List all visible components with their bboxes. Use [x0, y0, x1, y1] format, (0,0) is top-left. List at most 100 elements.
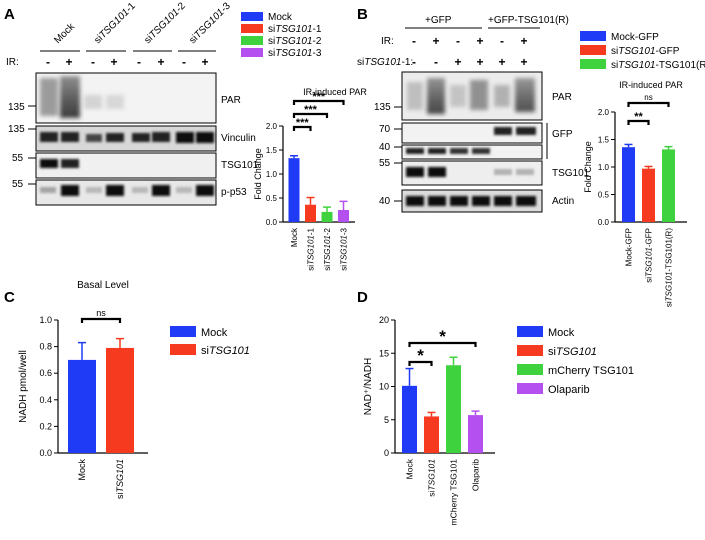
panel-c-letter: C — [4, 289, 15, 306]
y-tick-label-3: 1.5 — [266, 146, 278, 155]
category-label-1: siTSG101-GFP — [645, 228, 654, 283]
legend-label-2: siTSG101-TSG101(R) — [611, 60, 705, 71]
label-b-actin: Actin — [552, 196, 574, 207]
y-tick-label-2: 10 — [379, 382, 389, 392]
sig-bracket-0 — [627, 119, 650, 125]
legend-swatch-1 — [517, 345, 543, 356]
category-label-0: Mock-GFP — [625, 228, 634, 266]
panel-c-legend: Mock siTSG101 — [170, 326, 250, 357]
sign-1: + — [432, 34, 439, 48]
panel-b-group-gfp: +GFP — [425, 15, 452, 26]
panel-a-lane-headers: Mock siTSG101-1 siTSG101-2 siTSG101-3 — [40, 0, 233, 52]
bar-1 — [106, 347, 134, 453]
label-b-gfp: GFP — [552, 129, 573, 140]
sig-bracket-0 — [292, 125, 312, 131]
sign-4: - — [137, 55, 141, 69]
sig-label-0: ns — [96, 308, 106, 318]
legend-label-0: Mock — [268, 12, 293, 23]
panel-b-si-signs: - - + + + + — [412, 55, 528, 69]
y-tick-label-1: 0.5 — [266, 194, 278, 203]
sign-3: + — [110, 55, 117, 69]
mw-a-vinculin: 135 — [8, 124, 25, 135]
label-b-tsg101: TSG101 — [552, 168, 590, 179]
category-label-0: Mock — [405, 458, 415, 479]
y-tick-label-0: 0 — [384, 448, 389, 458]
y-axis-label: Fold Change — [253, 148, 263, 200]
legend-label-1: siTSG101 — [201, 345, 250, 357]
mw-a-tsg101: 55 — [12, 153, 24, 164]
sign-1: + — [65, 55, 72, 69]
legend-label-1: siTSG101-GFP — [611, 46, 680, 57]
sign-1: - — [434, 55, 438, 69]
y-tick-label-2: 1.0 — [266, 170, 278, 179]
y-tick-label-4: 2.0 — [266, 122, 278, 131]
sign-5: + — [520, 55, 527, 69]
lane-header-si2: siTSG101-2 — [142, 0, 188, 46]
category-label-2: siTSG101-2 — [323, 227, 332, 270]
category-label-0: Mock — [290, 227, 299, 247]
bar-3 — [468, 415, 483, 453]
sign-3: + — [476, 55, 483, 69]
sig-label-1: * — [439, 327, 446, 346]
category-label-2: mCherry TSG101 — [449, 459, 459, 526]
category-label-3: Olaparib — [471, 459, 481, 491]
sig-label-1: *** — [304, 104, 318, 116]
chart-a: 0.0 0.5 1.0 1.5 2.0 Fold Change IR-induced PAR… — [253, 87, 367, 271]
legend-swatch-1 — [241, 24, 263, 33]
y-tick-label-2: 0.4 — [39, 395, 52, 405]
mw-b-gfp: 70 — [379, 124, 391, 135]
panel-b-legend: Mock-GFP siTSG101-GFP siTSG101-TSG101(R) — [580, 31, 705, 71]
bar-1 — [642, 168, 655, 222]
chart-b: 0.0 0.5 1.0 1.5 2.0 Fold Change IR-induced PAR… — [583, 80, 687, 307]
category-label-3: siTSG101-3 — [340, 227, 349, 270]
legend-label-0: Mock-GFP — [611, 32, 659, 43]
category-label-0: Mock — [77, 459, 87, 481]
panel-b-ir-signs: - + - + - + — [412, 34, 528, 48]
y-tick-label-0: 0.0 — [598, 218, 610, 227]
legend-swatch-0 — [241, 12, 263, 21]
legend-swatch-2 — [517, 364, 543, 375]
legend-swatch-3 — [241, 48, 263, 57]
y-tick-label-1: 0.2 — [39, 421, 52, 431]
sig-label-0: ** — [634, 111, 643, 123]
label-a-pp53: p-p53 — [221, 187, 247, 198]
category-label-2: siTSG101-TSG101(R) — [665, 228, 674, 307]
legend-label-2: mCherry TSG101 — [548, 365, 634, 377]
mw-b-tsg101: 55 — [379, 158, 391, 169]
panel-d-letter: D — [357, 289, 368, 306]
y-tick-label-4: 20 — [379, 315, 389, 325]
sig-bracket-2 — [292, 99, 345, 105]
legend-swatch-0 — [517, 326, 543, 337]
legend-label-3: Olaparib — [548, 384, 590, 396]
y-tick-label-5: 1.0 — [39, 315, 52, 325]
legend-swatch-1 — [170, 344, 196, 355]
sign-2: - — [456, 34, 460, 48]
bar-0 — [402, 385, 417, 453]
y-tick-label-4: 0.8 — [39, 342, 52, 352]
chart-c: 0.0 0.2 0.4 0.6 0.8 1.0 NADH pmol/well Basal Le… — [18, 280, 148, 499]
legend-label-0: Mock — [548, 327, 575, 339]
sign-0: - — [412, 34, 416, 48]
sign-5: + — [157, 55, 164, 69]
panel-b-ir-label: IR: — [381, 36, 394, 47]
sign-3: + — [476, 34, 483, 48]
sign-2: + — [454, 55, 461, 69]
y-tick-label-1: 0.5 — [598, 191, 610, 200]
panel-a-letter: A — [4, 6, 15, 23]
panel-a-ir-signs: - + - + - + - + — [46, 55, 209, 69]
legend-swatch-2 — [241, 36, 263, 45]
sig-bracket-0 — [408, 360, 433, 366]
lane-header-si3: siTSG101-3 — [187, 0, 233, 46]
sign-4: + — [498, 55, 505, 69]
sign-5: + — [520, 34, 527, 48]
y-tick-label-3: 15 — [379, 348, 389, 358]
bar-2 — [321, 211, 333, 222]
y-tick-label-2: 1.0 — [598, 163, 610, 172]
y-tick-label-0: 0.0 — [266, 218, 278, 227]
lane-header-mock: Mock — [52, 21, 77, 46]
sig-label-1: ns — [644, 93, 652, 102]
y-axis-label: NADH pmol/well — [18, 350, 29, 423]
chart-d: 0 5 10 15 20 NAD⁺/NADH Mock siTSG101 mCherry TSG… — [363, 315, 495, 525]
panel-b-group-gfp-tsg: +GFP-TSG101(R) — [488, 15, 569, 26]
sig-bracket-0 — [80, 317, 122, 323]
